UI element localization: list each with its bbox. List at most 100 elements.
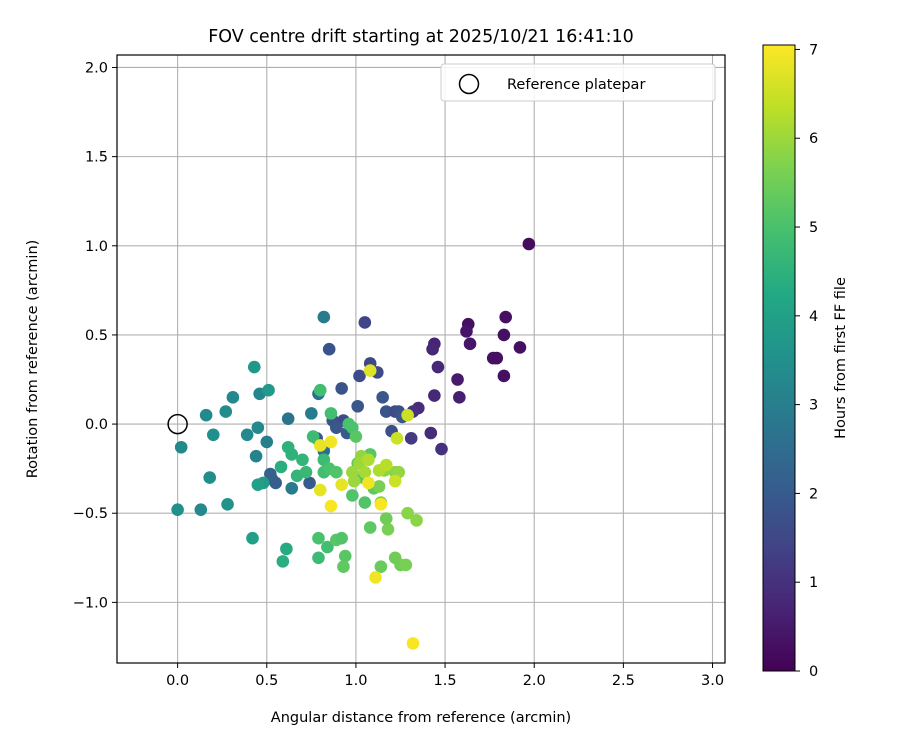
data-point: [363, 521, 377, 534]
data-point: [260, 435, 274, 449]
data-points: [171, 237, 536, 650]
data-point: [401, 408, 414, 422]
data-point: [379, 512, 393, 525]
colorbar-tick-label: 2: [809, 486, 818, 502]
data-point: [346, 489, 359, 502]
y-tick-label: 1.0: [85, 239, 108, 255]
data-point: [388, 474, 402, 488]
data-point: [322, 342, 336, 356]
data-point: [513, 341, 527, 354]
data-point: [174, 440, 188, 454]
data-point: [330, 465, 343, 479]
data-point: [426, 342, 439, 356]
y-tick-label: 0.5: [85, 328, 108, 344]
data-point: [274, 460, 288, 474]
data-point: [347, 474, 361, 488]
data-point: [376, 391, 389, 404]
data-point: [264, 467, 277, 481]
data-point: [424, 426, 438, 440]
data-point: [431, 360, 445, 374]
y-tick-label: −0.5: [73, 506, 108, 522]
data-point: [460, 325, 473, 338]
y-tick-label: 0.0: [85, 417, 108, 433]
data-point: [312, 531, 325, 545]
data-point: [285, 448, 299, 461]
data-point: [194, 503, 208, 516]
x-tick-label: 3.0: [701, 673, 724, 689]
data-point: [312, 551, 325, 565]
data-point: [246, 531, 259, 545]
y-axis-label: Rotation from reference (arcmin): [25, 240, 41, 479]
colorbar-tick-label: 5: [809, 220, 818, 236]
data-point: [499, 310, 512, 324]
data-point: [404, 432, 418, 445]
data-point: [362, 476, 375, 490]
x-axis-label: Angular distance from reference (arcmin): [271, 710, 571, 726]
data-point: [221, 498, 234, 511]
colorbar-tick-label: 4: [809, 309, 818, 325]
data-point: [497, 369, 511, 383]
colorbar-label: Hours from first FF file: [833, 277, 849, 439]
legend: Reference platepar: [440, 63, 716, 102]
data-point: [335, 531, 348, 545]
data-point: [337, 560, 350, 574]
data-point: [349, 430, 363, 443]
data-point: [362, 453, 375, 467]
colorbar-tick-label: 7: [809, 42, 818, 58]
data-point: [280, 542, 293, 556]
data-point: [251, 478, 265, 492]
x-tick-label: 2.0: [523, 673, 546, 689]
data-point: [219, 405, 233, 418]
y-tick-label: 2.0: [85, 60, 108, 76]
x-axis-ticks: 0.0 0.5 1.0 1.5 2.0 2.5 3.0: [166, 663, 724, 689]
data-point: [401, 506, 414, 520]
data-point: [313, 483, 327, 497]
data-point: [313, 383, 327, 397]
colorbar-tick-label: 6: [809, 131, 818, 147]
data-point: [324, 499, 338, 513]
data-point: [296, 453, 309, 467]
data-point: [522, 237, 536, 251]
data-point: [381, 522, 395, 536]
data-point: [313, 439, 327, 452]
data-point: [490, 351, 504, 365]
colorbar-tick-label: 3: [809, 398, 818, 414]
chart-title: FOV centre drift starting at 2025/10/21 …: [208, 27, 634, 47]
plot-frame: [116, 54, 726, 664]
data-point: [335, 478, 348, 492]
data-point: [390, 432, 404, 445]
data-point: [247, 360, 261, 374]
data-point: [203, 471, 217, 484]
data-point: [399, 558, 413, 572]
reference-marker: [167, 413, 188, 435]
x-tick-label: 0.0: [166, 673, 189, 689]
x-tick-label: 1.0: [344, 673, 367, 689]
data-point: [330, 421, 343, 434]
data-point: [171, 503, 184, 516]
data-point: [303, 476, 316, 490]
data-point: [497, 328, 511, 342]
data-point: [358, 496, 372, 509]
data-point: [435, 442, 448, 456]
legend-label: Reference platepar: [507, 77, 645, 93]
data-point: [321, 540, 334, 554]
data-point: [305, 407, 318, 420]
data-point: [335, 382, 348, 395]
colorbar-tick-label: 1: [809, 575, 818, 591]
data-point: [406, 637, 420, 650]
x-tick-label: 0.5: [255, 673, 278, 689]
data-point: [372, 480, 386, 493]
data-point: [249, 449, 263, 463]
x-tick-label: 1.5: [434, 673, 457, 689]
y-tick-label: 1.5: [85, 150, 108, 166]
colorbar-gradient: [762, 44, 796, 672]
data-point: [451, 373, 464, 386]
data-point: [363, 364, 377, 377]
data-point: [226, 391, 240, 404]
x-tick-label: 2.5: [612, 673, 635, 689]
data-point: [379, 458, 393, 472]
data-point: [369, 571, 382, 584]
data-point: [410, 514, 423, 527]
data-point: [358, 465, 372, 479]
legend-box: [440, 63, 716, 102]
